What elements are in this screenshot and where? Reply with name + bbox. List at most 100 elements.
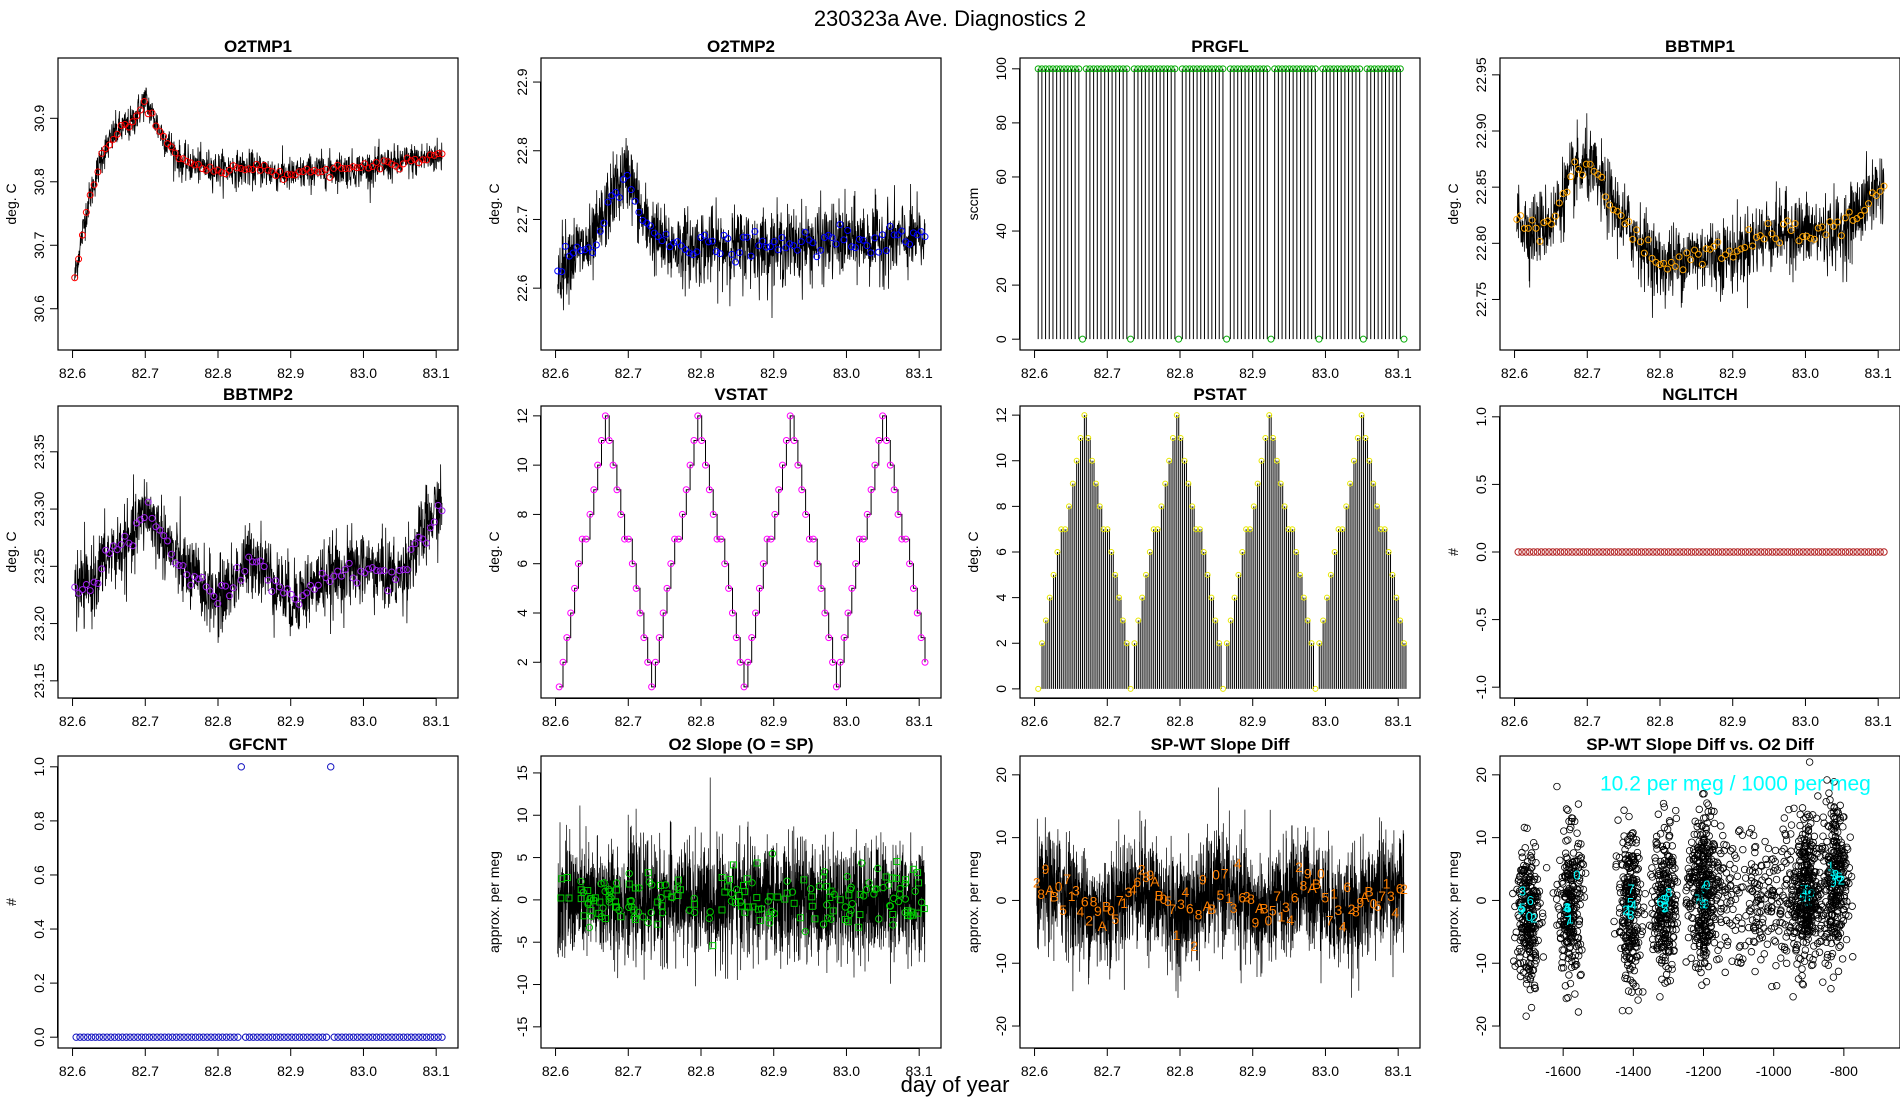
count-point — [180, 1033, 188, 1041]
scatter-point — [1782, 836, 1791, 845]
flow-point — [1160, 65, 1168, 73]
mean-point — [133, 112, 141, 120]
mean-point — [697, 234, 705, 242]
state-point — [890, 486, 898, 494]
mean-point — [109, 135, 117, 143]
mean-point — [848, 243, 856, 251]
slope-circle — [874, 864, 882, 873]
mean-point — [762, 243, 770, 251]
scatter-point — [1660, 893, 1668, 902]
mean-point — [376, 567, 384, 575]
count-point — [176, 1033, 184, 1041]
scatter-point — [1633, 895, 1642, 904]
x-tick-label: 82.7 — [615, 713, 642, 729]
scatter-point — [1573, 910, 1581, 918]
mean-point — [156, 526, 164, 534]
scatter-point — [1686, 856, 1694, 864]
count-point — [1803, 548, 1811, 556]
y-tick-label: 22.8 — [514, 137, 530, 164]
scatter-point — [1806, 887, 1814, 896]
scatter-point — [1782, 947, 1791, 955]
state-point — [1200, 549, 1207, 555]
diff-label: 9 — [1304, 865, 1312, 881]
mean-point — [399, 160, 407, 168]
mean-point — [906, 240, 914, 248]
mean-point — [921, 233, 929, 241]
slope-square — [731, 899, 739, 907]
count-point — [372, 1033, 381, 1041]
flow-point — [1123, 65, 1131, 73]
slope-square — [718, 873, 726, 881]
scatter-point — [1569, 914, 1577, 923]
scatter-point — [1564, 954, 1573, 963]
mean-point — [276, 167, 284, 175]
slope-square — [765, 911, 773, 919]
scatter-point — [1632, 888, 1641, 896]
scatter-point — [1751, 848, 1759, 857]
scatter-point — [1617, 944, 1625, 953]
y-tick-label: 15 — [514, 765, 530, 781]
scatter-point — [1663, 925, 1671, 934]
mean-point — [353, 164, 361, 172]
scatter-point — [1817, 937, 1826, 945]
count-point — [365, 1033, 373, 1041]
x-axis: 82.6 82.7 82.8 82.9 83.0 83.1 — [59, 350, 450, 381]
scatter-point — [1839, 897, 1848, 906]
scatter-point — [1778, 919, 1786, 927]
scatter-point — [1787, 886, 1796, 894]
mean-point — [782, 244, 790, 252]
scatter-point — [1808, 873, 1817, 882]
count-point — [145, 1033, 154, 1041]
scatter-point — [1849, 953, 1857, 961]
mean-point — [1733, 247, 1741, 255]
count-point — [157, 1033, 165, 1041]
scatter-point — [1693, 830, 1701, 838]
scatter-point — [1764, 844, 1773, 853]
mean-point — [766, 243, 774, 251]
x-tick-label: 82.6 — [542, 365, 569, 381]
scatter-point — [1565, 863, 1573, 871]
mean-point — [376, 165, 384, 173]
scatter-point — [1810, 855, 1818, 863]
mean-point — [732, 258, 740, 266]
scatter-point — [1556, 856, 1564, 864]
scatter-point — [1649, 945, 1657, 954]
state-point — [755, 584, 763, 592]
x-tick-label: 82.7 — [615, 1063, 642, 1079]
scatter-point — [1633, 893, 1642, 901]
mean-point — [264, 576, 272, 584]
x-tick-label: 82.9 — [277, 1063, 304, 1079]
state-point — [586, 510, 594, 518]
scatter-point — [1819, 832, 1827, 840]
count-point — [1776, 548, 1784, 556]
scatter-point — [1682, 886, 1690, 895]
count-point — [1730, 548, 1738, 556]
scatter-point — [1668, 916, 1676, 924]
x-tick-label: 83.0 — [833, 365, 860, 381]
state-point — [1177, 434, 1184, 441]
state-point — [571, 584, 579, 592]
mean-point — [430, 518, 438, 526]
scatter-point — [1518, 869, 1527, 878]
scatter-point — [1817, 929, 1825, 937]
scatter-point — [1684, 912, 1692, 920]
diff-label: 0 — [1212, 866, 1220, 882]
mean-point — [1698, 260, 1706, 268]
scatter-point — [1667, 855, 1676, 863]
scatter-point — [1694, 843, 1702, 852]
diff-label: B — [1050, 888, 1059, 904]
y-tick-label: 12 — [993, 407, 1009, 423]
state-point — [617, 510, 625, 518]
scatter-point — [1717, 849, 1725, 858]
scatter-point — [1657, 884, 1665, 892]
state-point — [1062, 526, 1069, 533]
mean-point — [635, 208, 643, 216]
scatter-point — [1629, 874, 1637, 883]
count-point — [72, 1033, 80, 1041]
scatter-point — [1575, 874, 1584, 882]
scatter-point — [1564, 939, 1573, 947]
mean-point — [1845, 208, 1853, 216]
mean-point — [666, 243, 674, 251]
